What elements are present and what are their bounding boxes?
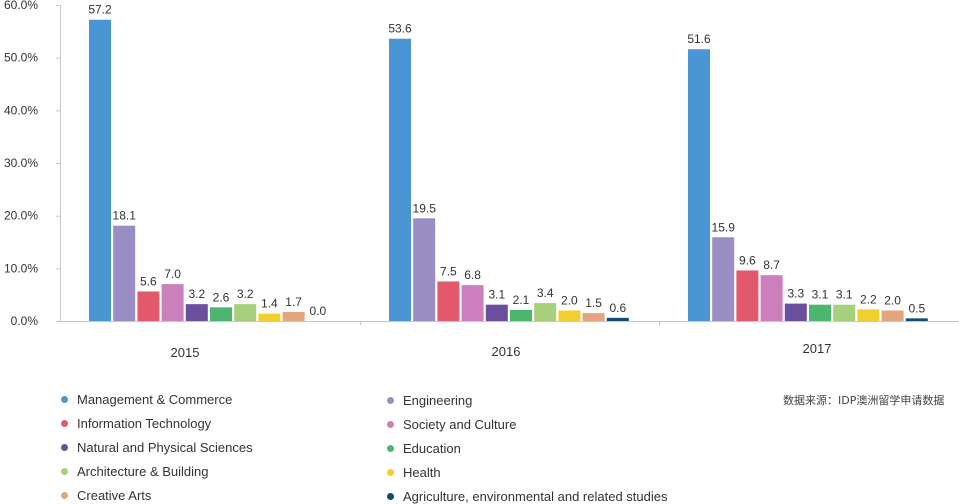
bar [833,304,856,321]
bar [606,317,629,321]
bar [258,313,281,321]
bar-value-label: 2.0 [561,293,578,307]
y-tick-label: 30.0% [4,156,38,170]
y-tick-label: 50.0% [4,51,38,65]
bar-value-label: 9.6 [739,253,756,267]
bar-value-label: 57.2 [88,3,112,17]
bar-value-label: 2.0 [884,293,901,307]
bar-value-label: 5.6 [140,275,157,289]
bar-value-label: 2.1 [513,293,530,307]
bar-value-label: 53.6 [388,22,412,36]
bar-value-label: 3.1 [812,288,829,302]
bar-value-label: 3.1 [836,288,853,302]
bar-value-label: 19.5 [413,201,437,215]
bar [437,281,460,321]
bar [461,285,484,321]
bar [185,304,208,321]
bar-value-label: 0.5 [908,301,925,315]
bar-value-label: 3.2 [188,287,205,301]
bar-value-label: 51.6 [687,32,711,46]
x-category-label: 2015 [171,345,200,360]
y-tick-label: 40.0% [4,103,38,117]
bar [389,38,411,321]
x-category-label: 2017 [803,341,832,356]
bar [582,313,605,321]
bar-value-label: 8.7 [763,258,780,272]
bar-value-label: 7.0 [164,267,181,281]
y-tick-label: 20.0% [4,209,38,223]
y-tick-label: 60.0% [4,0,38,12]
bar-value-label: 3.1 [488,288,505,302]
bar [161,284,184,321]
bar-value-label: 15.9 [712,220,736,234]
bar [485,304,508,321]
bar-value-label: 2.6 [213,290,230,304]
x-category-label: 2016 [492,344,521,359]
bar-value-label: 3.3 [787,287,804,301]
bar [534,303,557,321]
bar [688,49,710,322]
bar [234,304,257,321]
y-tick-label: 0.0% [11,314,39,328]
bar-value-label: 1.5 [585,296,602,310]
bar-value-label: 2.2 [860,292,877,306]
bar [510,309,532,321]
bar [113,225,136,321]
bar-value-label: 6.8 [464,268,481,282]
bar [137,291,160,321]
bar [89,19,111,321]
bar [558,310,581,321]
bar [809,304,831,321]
bar-value-label: 0.6 [609,301,626,315]
bar-value-label: 3.2 [237,287,254,301]
bar-value-label: 7.5 [440,265,457,279]
bar [857,309,880,321]
bar [712,237,735,321]
data-source-note: 数据来源：IDP澳洲留学申请数据 [783,394,945,407]
bar [413,218,436,321]
bar [881,310,904,321]
bar [282,312,305,321]
bar [760,275,783,321]
bar-value-label: 0.0 [309,304,326,318]
bar-value-label: 3.4 [537,286,554,300]
bar-value-label: 1.4 [261,297,278,311]
bar [784,303,807,321]
bar-value-label: 1.7 [285,295,302,309]
y-tick-label: 10.0% [4,261,38,275]
bar-value-label: 18.1 [113,209,137,223]
bar [736,270,759,321]
bar [905,318,928,321]
bar [210,307,232,321]
